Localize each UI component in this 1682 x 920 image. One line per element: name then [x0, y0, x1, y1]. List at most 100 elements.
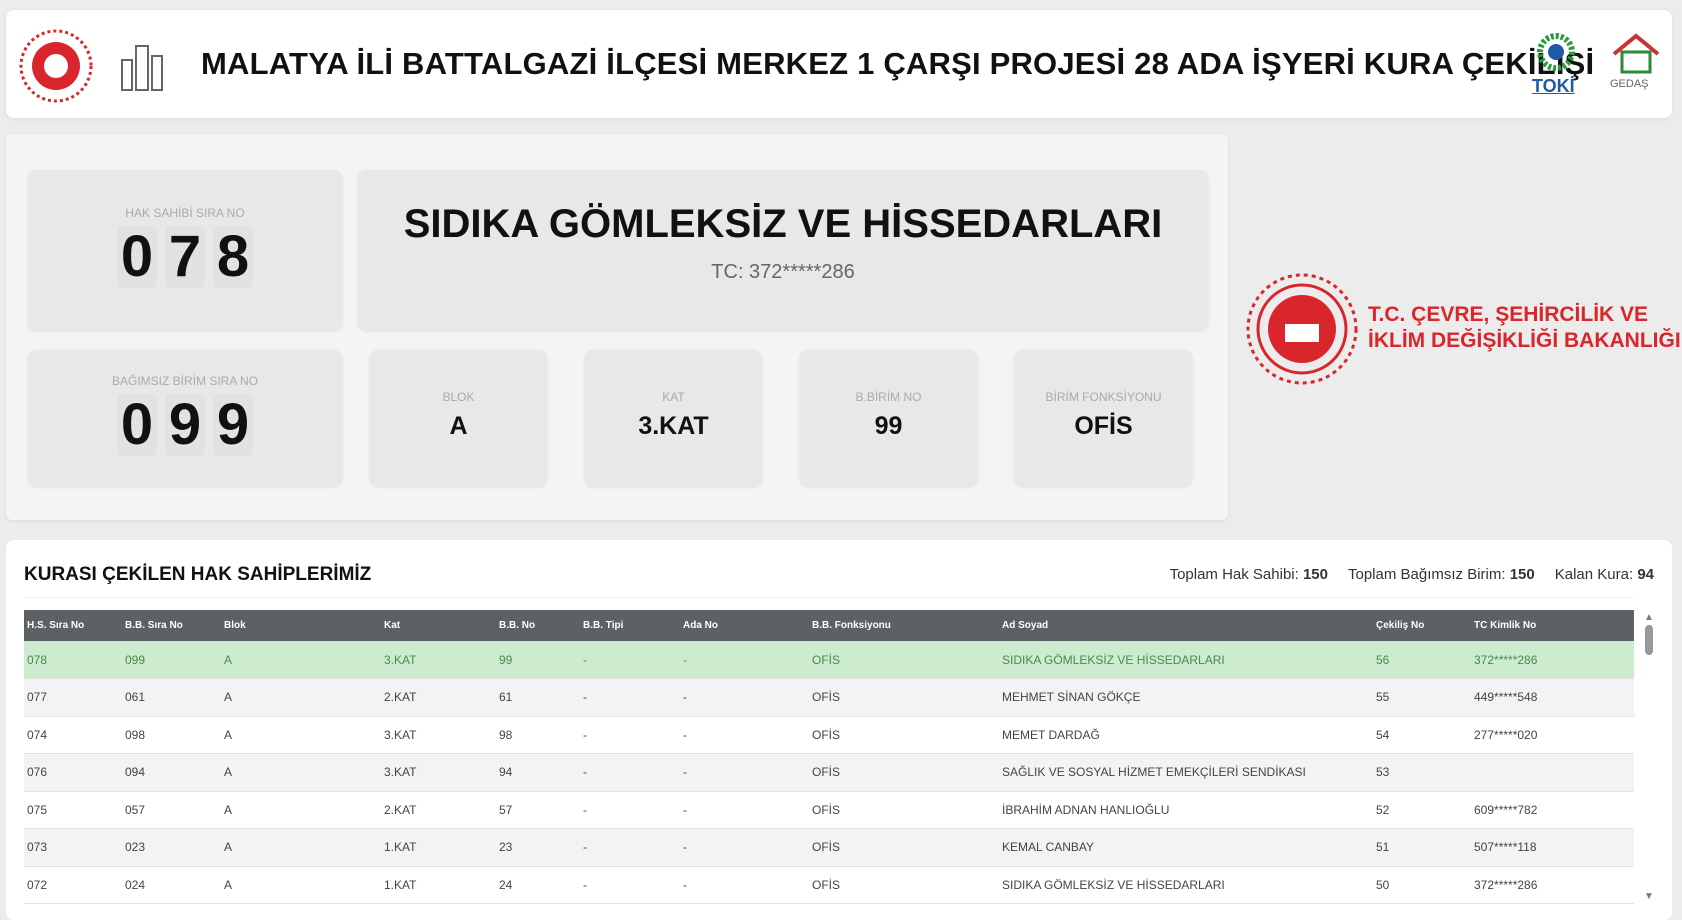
- table-cell: 94: [496, 753, 580, 792]
- bbno-value: 99: [874, 412, 903, 440]
- remaining-value: 94: [1637, 566, 1654, 583]
- remaining-label: Kalan Kura:: [1554, 566, 1634, 583]
- digit: 9: [165, 394, 205, 456]
- scrollbar-thumb[interactable]: [1645, 625, 1653, 655]
- column-header: B.B. Sıra No: [122, 610, 221, 641]
- table-cell: SAĞLIK VE SOSYAL HİZMET EMEKÇİLERİ SENDİ…: [999, 753, 1373, 792]
- ministry-name: T.C. ÇEVRE, ŞEHİRCİLİK VE İKLİM DEĞİŞİKL…: [1368, 302, 1681, 354]
- kat-value: 3.KAT: [638, 412, 709, 440]
- table-cell: 372*****286: [1471, 866, 1634, 904]
- table-cell: -: [580, 828, 680, 867]
- table-row[interactable]: 078 099 A 3.KAT 99- - OFİS SIDIKA GÖMLEKSİZ VE …: [24, 641, 1634, 679]
- birim-number: 0 9 9: [28, 394, 342, 456]
- table-cell: 57: [496, 791, 580, 829]
- table-cell: -: [680, 753, 809, 792]
- fonksiyon-value: OFİS: [1074, 412, 1133, 440]
- table-cell: A: [221, 866, 381, 904]
- table-cell: 53: [1373, 753, 1471, 792]
- winner-card: SIDIKA GÖMLEKSİZ VE HİSSEDARLARI TC: 372…: [358, 170, 1208, 330]
- table-row[interactable]: 077 061 A 2.KAT 61- - OFİS MEHMET SİNAN GÖKÇE 55…: [24, 678, 1634, 717]
- table-cell: 3.KAT: [381, 716, 496, 754]
- column-header: Ad Soyad: [999, 610, 1373, 641]
- table-cell: 507*****118: [1471, 828, 1634, 867]
- table-cell: 098: [122, 716, 221, 754]
- table-cell: 609*****782: [1471, 791, 1634, 829]
- table-cell: -: [580, 678, 680, 717]
- winner-name: SIDIKA GÖMLEKSİZ VE HİSSEDARLARI: [403, 202, 1163, 246]
- ministry-logo-icon: [1246, 273, 1358, 385]
- table-cell: 449*****548: [1471, 678, 1634, 717]
- table-cell: 072: [24, 866, 122, 904]
- table-cell: 277*****020: [1471, 716, 1634, 754]
- results-table-wrap: H.S. Sıra No B.B. Sıra No Blok Kat B.B. No B.…: [24, 610, 1634, 904]
- table-cell: A: [221, 753, 381, 792]
- scroll-up-icon[interactable]: ▲: [1644, 612, 1654, 623]
- header-bar: MALATYA İLİ BATTALGAZİ İLÇESİ MERKEZ 1 Ç…: [6, 10, 1672, 118]
- table-row[interactable]: 075 057 A 2.KAT 57- - OFİS İBRAHİM ADNAN HANLIO…: [24, 791, 1634, 829]
- total-label: Toplam Hak Sahibi:: [1169, 566, 1299, 583]
- table-cell: 099: [122, 641, 221, 679]
- table-scrollbar[interactable]: ▲ ▼: [1642, 612, 1656, 902]
- table-cell: 23: [496, 828, 580, 867]
- hak-sahibi-label: HAK SAHİBİ SIRA NO: [125, 206, 245, 220]
- table-cell: OFİS: [809, 791, 999, 829]
- table-cell: 50: [1373, 866, 1471, 904]
- table-cell: 076: [24, 753, 122, 792]
- table-cell: [1471, 753, 1634, 792]
- table-row[interactable]: 072 024 A 1.KAT 24- - OFİS SIDIKA GÖMLEKSİZ VE …: [24, 866, 1634, 904]
- table-cell: MEMET DARDAĞ: [999, 716, 1373, 754]
- table-row[interactable]: 076 094 A 3.KAT 94- - OFİS SAĞLIK VE SOSYAL HİZ…: [24, 753, 1634, 792]
- table-cell: A: [221, 791, 381, 829]
- table-cell: İBRAHİM ADNAN HANLIOĞLU: [999, 791, 1373, 829]
- gedas-logo-text: GEDAŞ: [1610, 78, 1649, 90]
- table-cell: -: [680, 791, 809, 829]
- results-title: KURASI ÇEKİLEN HAK SAHİPLERİMİZ: [24, 564, 372, 585]
- hak-sahibi-card: HAK SAHİBİ SIRA NO 0 7 8: [28, 170, 342, 330]
- column-header: B.B. Tipi: [580, 610, 680, 641]
- table-cell: -: [580, 716, 680, 754]
- table-cell: 61: [496, 678, 580, 717]
- table-cell: 061: [122, 678, 221, 717]
- results-table: H.S. Sıra No B.B. Sıra No Blok Kat B.B. No B.…: [24, 610, 1634, 904]
- current-draw-panel: HAK SAHİBİ SIRA NO 0 7 8 SIDIKA GÖMLEKSİ…: [6, 134, 1228, 520]
- table-cell: 24: [496, 866, 580, 904]
- table-cell: -: [580, 641, 680, 679]
- table-cell: OFİS: [809, 678, 999, 717]
- digit: 8: [213, 226, 253, 288]
- table-cell: MEHMET SİNAN GÖKÇE: [999, 678, 1373, 717]
- table-cell: SIDIKA GÖMLEKSİZ VE HİSSEDARLARI: [999, 641, 1373, 679]
- table-cell: A: [221, 828, 381, 867]
- results-summary: Toplam Hak Sahibi: 150 Toplam Bağımsız B…: [1170, 566, 1654, 583]
- hak-sahibi-number: 0 7 8: [28, 226, 342, 288]
- column-header: B.B. No: [496, 610, 580, 641]
- gedas-logo-icon: [1612, 33, 1660, 74]
- table-cell: 023: [122, 828, 221, 867]
- bbno-label: B.BİRİM NO: [855, 390, 922, 404]
- table-cell: 51: [1373, 828, 1471, 867]
- scroll-down-icon[interactable]: ▼: [1644, 891, 1654, 902]
- table-row[interactable]: 073 023 A 1.KAT 23- - OFİS KEMAL CANBAY 51 507***…: [24, 828, 1634, 867]
- table-cell: 98: [496, 716, 580, 754]
- table-cell: A: [221, 641, 381, 679]
- table-cell: -: [580, 791, 680, 829]
- birim-card: BAĞIMSIZ BİRİM SIRA NO 0 9 9: [28, 350, 342, 486]
- table-row[interactable]: 074 098 A 3.KAT 98- - OFİS MEMET DARDAĞ 54 277***…: [24, 716, 1634, 754]
- table-cell: OFİS: [809, 753, 999, 792]
- table-cell: 52: [1373, 791, 1471, 829]
- digit: 7: [165, 226, 205, 288]
- table-cell: -: [580, 753, 680, 792]
- table-cell: 2.KAT: [381, 678, 496, 717]
- results-panel: KURASI ÇEKİLEN HAK SAHİPLERİMİZ Toplam H…: [6, 540, 1672, 920]
- table-cell: 1.KAT: [381, 866, 496, 904]
- city-logo-icon: [121, 45, 163, 91]
- winner-tc: TC: 372*****286: [711, 261, 855, 283]
- table-cell: 55: [1373, 678, 1471, 717]
- column-header: Ada No: [680, 610, 809, 641]
- column-header: Blok: [221, 610, 381, 641]
- column-header: TC Kimlik No: [1471, 610, 1634, 641]
- table-cell: 372*****286: [1471, 641, 1634, 679]
- table-cell: 1.KAT: [381, 828, 496, 867]
- table-cell: 54: [1373, 716, 1471, 754]
- units-value: 150: [1509, 566, 1535, 583]
- table-cell: 077: [24, 678, 122, 717]
